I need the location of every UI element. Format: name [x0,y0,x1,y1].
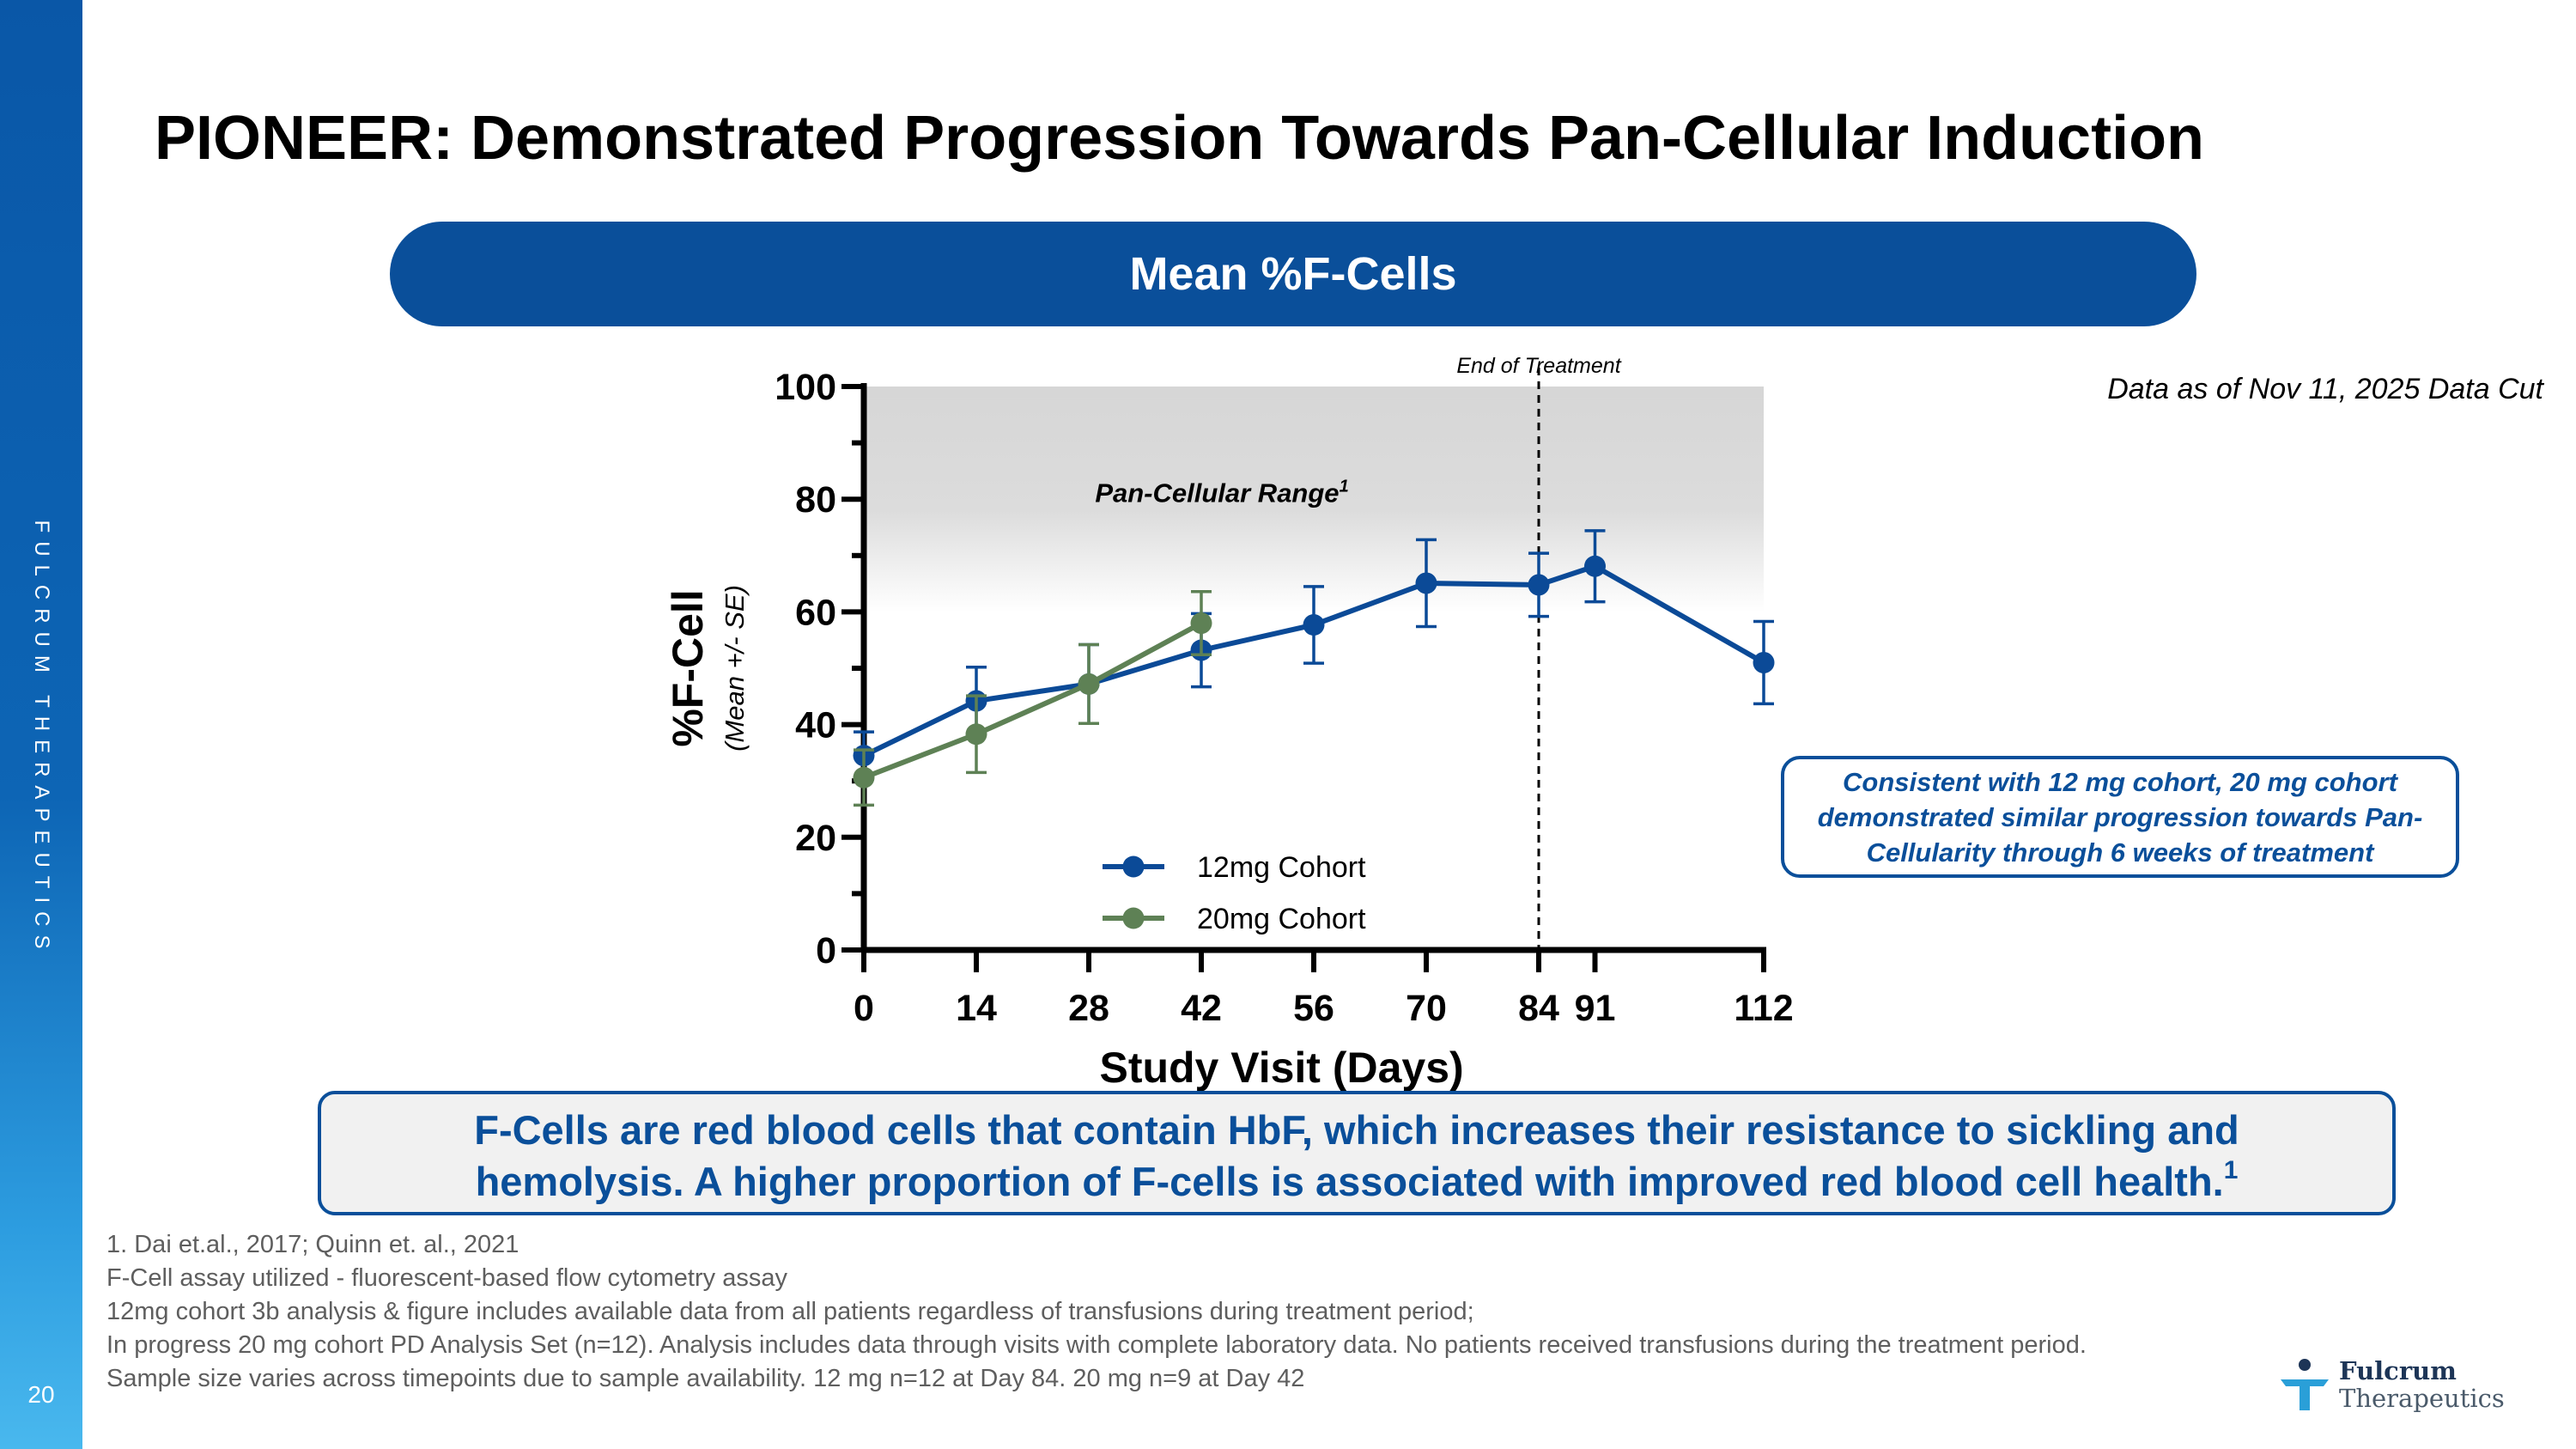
data-point [1190,612,1212,635]
fcell-line-1: F-Cells are red blood cells that contain… [474,1107,2239,1153]
callout-text: Consistent with 12 mg cohort, 20 mg coho… [1817,766,2423,868]
y-tick-label: 80 [795,479,836,521]
page-number: 20 [27,1381,55,1408]
x-tick-label: 42 [1181,988,1222,1029]
x-tick-label: 70 [1406,988,1447,1029]
x-tick-label: 112 [1734,988,1793,1029]
legend-marker [1122,855,1145,878]
x-tick-label: 91 [1575,988,1616,1029]
y-tick-label: 20 [795,818,836,859]
footnote-4: In progress 20 mg cohort PD Analysis Set… [106,1331,2087,1359]
x-tick-label: 84 [1518,988,1559,1029]
data-point [1078,673,1100,695]
slide-title: PIONEER: Demonstrated Progression Toward… [155,104,2205,173]
data-point [965,723,987,746]
series-line [862,620,1203,781]
region-label: Pan-Cellular Range1 [1095,477,1348,508]
y-tick-label: 40 [795,705,836,746]
x-tick-label: 28 [1068,988,1109,1029]
fcell-definition-box: F-Cells are red blood cells that contain… [318,1091,2396,1215]
data-point [1415,572,1437,594]
footnote-5: Sample size varies across timepoints due… [106,1365,1305,1392]
callout-box: Consistent with 12 mg cohort, 20 mg coho… [1781,756,2459,878]
chart-banner: Mean %F-Cells [390,222,2196,326]
fcell-line-2: hemolysis. A higher proportion of F-cell… [475,1159,2224,1204]
fulcrum-logo-icon [2281,1359,2329,1410]
data-cut-note: Data as of Nov 11, 2025 Data Cut [2107,373,2543,405]
sidebar: FULCRUM THERAPEUTICS 20 [0,0,82,1449]
data-point [1753,651,1775,673]
footnote-3: 12mg cohort 3b analysis & figure include… [106,1298,1474,1325]
x-tick-label: 14 [956,988,997,1029]
logo-subtitle: Therapeutics [2339,1384,2505,1413]
company-logo: Fulcrum Therapeutics [2277,1357,2505,1417]
data-point [1303,613,1325,636]
y-tick-label: 100 [775,367,836,408]
fcell-superscript: 1 [2223,1156,2239,1184]
legend-label: 20mg Cohort [1197,903,1366,935]
y-axis-title: %F-Cell [664,589,712,746]
banner-label: Mean %F-Cells [1129,248,1457,300]
footnotes: 1. Dai et.al., 2017; Quinn et. al., 2021… [106,1228,2253,1396]
y-tick-label: 0 [816,930,836,971]
logo-name: Fulcrum [2339,1356,2457,1385]
data-point [853,766,875,788]
legend-label: 12mg Cohort [1197,851,1366,884]
y-tick-label: 60 [795,592,836,633]
data-point [1528,574,1550,596]
end-of-treatment-label: End of Treatment [1456,354,1621,378]
region-superscript: 1 [1340,477,1349,496]
footnote-1: 1. Dai et.al., 2017; Quinn et. al., 2021 [106,1231,519,1258]
footnote-2: F-Cell assay utilized - fluorescent-base… [106,1264,787,1292]
legend-marker [1122,907,1145,929]
data-point [1584,555,1606,577]
x-tick-label: 0 [854,988,874,1029]
x-tick-label: 56 [1293,988,1334,1029]
x-axis-title: Study Visit (Days) [1099,1044,1463,1092]
y-axis-subtitle: (Mean +/- SE) [720,585,750,752]
